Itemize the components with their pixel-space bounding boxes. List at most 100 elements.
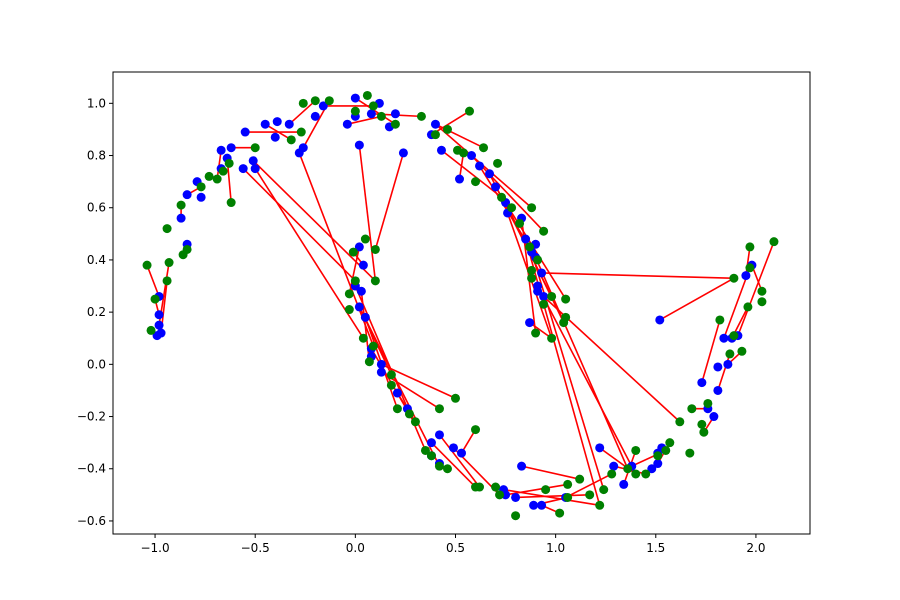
shifted-point [344,289,354,299]
shifted-point [324,96,334,106]
shifted-point [164,258,174,268]
y-tick-label: 0.2 [87,305,106,319]
y-tick-label: −0.4 [77,462,106,476]
shifted-point [687,404,697,414]
original-point [595,443,605,453]
shifted-point [491,482,501,492]
shifted-point [344,305,354,315]
original-point [354,140,364,150]
link-line [529,321,553,339]
original-point [248,156,258,166]
shifted-point [410,417,420,427]
original-point [539,291,549,301]
shifted-point [515,218,525,228]
shifted-point [757,286,767,296]
link-line [530,251,605,490]
original-point [350,93,360,103]
shifted-point [250,143,260,153]
link-line [659,277,735,321]
shifted-point [392,404,402,414]
y-tick-label: −0.2 [77,410,106,424]
original-point [448,443,458,453]
y-tick-label: 0.8 [87,149,106,163]
original-point [619,479,629,489]
shifted-point [434,461,444,471]
shifted-point [745,263,755,273]
link-line [470,154,545,232]
shifted-point [631,445,641,455]
shifted-point [641,469,651,479]
original-point [517,461,527,471]
shifted-point [296,127,306,137]
original-point [529,500,539,510]
shifted-point [434,404,444,414]
original-point [655,315,665,325]
shifted-point [685,448,695,458]
original-point [392,388,402,398]
shifted-point [218,166,228,176]
shifted-point [471,177,481,187]
original-point [609,461,619,471]
shifted-point [442,464,452,474]
original-point [260,119,270,129]
x-axis: −1.0 −0.5 0.0 0.5 1.0 1.5 2.0 [140,534,765,555]
link-line [381,363,456,399]
original-point [713,385,723,395]
shifted-point [699,427,709,437]
link-line [374,152,405,250]
original-point [182,190,192,200]
original-point [436,145,446,155]
shifted-point [150,294,160,304]
original-point [238,164,248,174]
original-point [156,328,166,338]
shifted-point [162,276,172,286]
shifted-point [368,101,378,111]
original-point [537,268,547,278]
shifted-point [360,234,370,244]
shifted-point [497,192,507,202]
shifted-point [665,438,675,448]
shifted-point [368,341,378,351]
shifted-point [527,265,537,275]
y-axis: −0.6 −0.4 −0.2 0.0 0.2 0.4 0.6 0.8 1.0 [77,96,113,528]
x-tick-label: −1.0 [140,541,169,555]
original-point [723,359,733,369]
original-point [376,359,386,369]
shifted-point [226,198,236,208]
shifted-point [547,333,557,343]
link-line [146,264,160,297]
original-point [196,192,206,202]
x-tick-label: 1.0 [546,541,565,555]
original-point [426,438,436,448]
shifted-point [511,511,521,521]
shifted-point [404,409,414,419]
shifted-point [479,143,489,153]
shifted-point [539,299,549,309]
x-tick-label: 2.0 [746,541,765,555]
shifted-point [350,276,360,286]
shifted-point [420,445,430,455]
link-line [430,442,477,488]
shifted-point [725,349,735,359]
shifted-point [531,328,541,338]
shifted-point [212,174,222,184]
original-point [240,127,250,137]
shifted-point [563,479,573,489]
shifted-point [162,224,172,234]
link-line [737,241,775,336]
original-point [342,119,352,129]
shifted-point [450,393,460,403]
original-point [354,242,364,252]
shifted-point [507,203,517,213]
original-point [521,234,531,244]
original-point [250,164,260,174]
shifted-point [703,398,713,408]
shifted-point [196,182,206,192]
shifted-point [386,370,396,380]
link-line [431,110,470,136]
original-point [475,161,485,171]
shifted-point [737,346,747,356]
shifted-point [364,357,374,367]
shifted-point [527,203,537,213]
